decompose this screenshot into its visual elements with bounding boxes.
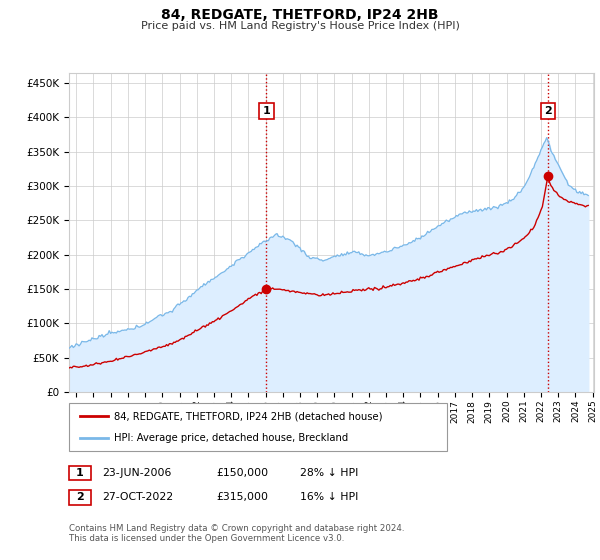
Text: 16% ↓ HPI: 16% ↓ HPI <box>300 492 358 502</box>
Text: 28% ↓ HPI: 28% ↓ HPI <box>300 468 358 478</box>
Text: 23-JUN-2006: 23-JUN-2006 <box>102 468 172 478</box>
Text: 2: 2 <box>76 492 83 502</box>
Text: £315,000: £315,000 <box>216 492 268 502</box>
Text: HPI: Average price, detached house, Breckland: HPI: Average price, detached house, Brec… <box>114 433 348 443</box>
Text: Price paid vs. HM Land Registry's House Price Index (HPI): Price paid vs. HM Land Registry's House … <box>140 21 460 31</box>
Text: 27-OCT-2022: 27-OCT-2022 <box>102 492 173 502</box>
Text: 84, REDGATE, THETFORD, IP24 2HB: 84, REDGATE, THETFORD, IP24 2HB <box>161 8 439 22</box>
Text: Contains HM Land Registry data © Crown copyright and database right 2024.
This d: Contains HM Land Registry data © Crown c… <box>69 524 404 543</box>
Text: 1: 1 <box>263 106 271 116</box>
Text: 84, REDGATE, THETFORD, IP24 2HB (detached house): 84, REDGATE, THETFORD, IP24 2HB (detache… <box>114 411 383 421</box>
Text: £150,000: £150,000 <box>216 468 268 478</box>
Text: 2: 2 <box>544 106 552 116</box>
Text: 1: 1 <box>76 468 83 478</box>
